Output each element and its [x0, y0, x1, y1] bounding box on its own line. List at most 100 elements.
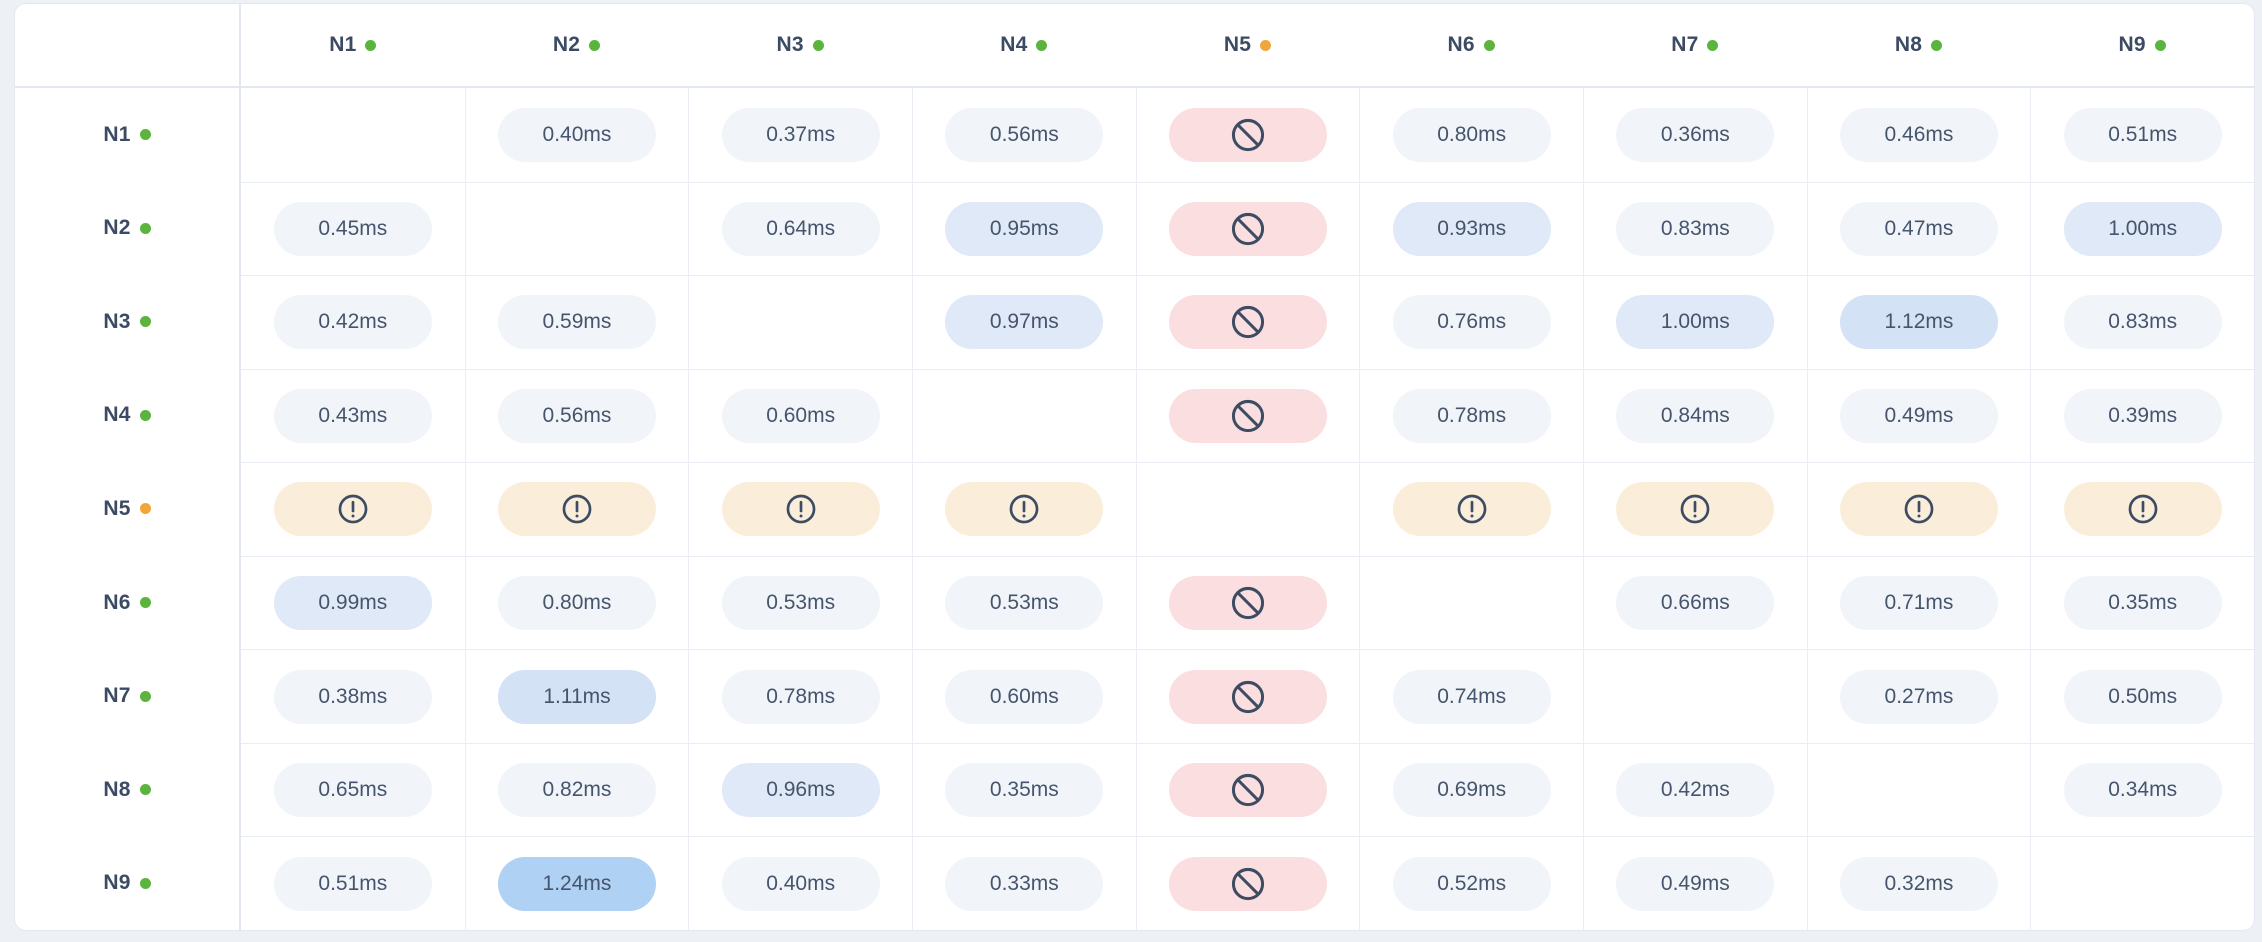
cell-n7-n4: 0.60ms — [912, 649, 1136, 743]
cell-n4-n5 — [1135, 368, 1360, 463]
latency-pill[interactable]: 1.00ms — [2063, 201, 2222, 256]
latency-pill[interactable]: 0.53ms — [945, 576, 1104, 631]
latency-pill[interactable]: 0.51ms — [2063, 107, 2222, 162]
warning-pill[interactable] — [721, 482, 880, 537]
latency-pill[interactable]: 0.37ms — [721, 107, 880, 162]
cell-n7-n5 — [1135, 649, 1360, 743]
latency-pill[interactable]: 0.97ms — [945, 295, 1104, 350]
cell-n9-n9 — [2030, 836, 2254, 930]
latency-pill[interactable]: 0.74ms — [1392, 669, 1551, 724]
blocked-pill[interactable] — [1168, 669, 1327, 724]
latency-pill[interactable]: 0.78ms — [1392, 388, 1551, 443]
latency-pill[interactable]: 0.32ms — [1839, 856, 1998, 911]
latency-pill[interactable]: 0.80ms — [497, 576, 656, 631]
column-header-label: N6 — [1447, 33, 1475, 56]
alert-circle-icon — [1009, 495, 1039, 524]
ban-icon — [1231, 867, 1265, 900]
latency-pill[interactable]: 1.11ms — [497, 669, 656, 724]
cell-n7-n7 — [1583, 649, 1807, 743]
warning-pill[interactable] — [273, 482, 432, 537]
latency-pill[interactable]: 0.34ms — [2063, 763, 2222, 818]
latency-pill[interactable]: 0.49ms — [1839, 388, 1998, 443]
warning-pill[interactable] — [1392, 482, 1551, 537]
latency-pill[interactable]: 0.47ms — [1839, 201, 1998, 256]
cell-n2-n1: 0.45ms — [241, 181, 465, 276]
cell-n2-n9: 1.00ms — [2030, 181, 2254, 276]
blocked-pill[interactable] — [1168, 576, 1327, 631]
latency-pill[interactable]: 0.52ms — [1392, 856, 1551, 911]
latency-pill[interactable]: 0.42ms — [273, 295, 432, 350]
latency-pill[interactable]: 1.12ms — [1839, 295, 1998, 350]
latency-pill[interactable]: 0.53ms — [721, 576, 880, 631]
status-dot-online — [139, 597, 151, 609]
blocked-pill[interactable] — [1168, 107, 1327, 162]
latency-pill[interactable]: 0.82ms — [497, 763, 656, 818]
latency-pill[interactable]: 0.42ms — [1616, 763, 1775, 818]
latency-pill[interactable]: 0.59ms — [497, 295, 656, 350]
latency-pill[interactable]: 0.69ms — [1392, 763, 1551, 818]
latency-pill[interactable]: 0.50ms — [2063, 669, 2222, 724]
column-header-n3: N3 — [688, 4, 912, 88]
column-header-label: N7 — [1671, 33, 1699, 56]
latency-pill[interactable]: 0.60ms — [721, 388, 880, 443]
latency-pill[interactable]: 0.49ms — [1616, 856, 1775, 911]
warning-pill[interactable] — [1616, 482, 1775, 537]
latency-pill[interactable]: 0.36ms — [1616, 107, 1775, 162]
latency-pill[interactable]: 0.64ms — [721, 201, 880, 256]
row-header-label: N2 — [103, 216, 131, 240]
latency-pill[interactable]: 0.83ms — [2063, 295, 2222, 350]
latency-pill[interactable]: 0.43ms — [273, 388, 432, 443]
latency-pill[interactable]: 0.46ms — [1839, 107, 1998, 162]
ban-icon — [1231, 586, 1265, 620]
warning-pill[interactable] — [945, 482, 1104, 537]
column-header-n7: N7 — [1583, 4, 1807, 88]
blocked-pill[interactable] — [1168, 295, 1327, 350]
warning-pill[interactable] — [1839, 482, 1998, 537]
latency-pill[interactable]: 0.76ms — [1392, 295, 1551, 350]
latency-pill[interactable]: 1.24ms — [497, 856, 656, 911]
latency-pill[interactable]: 0.45ms — [273, 201, 432, 256]
latency-pill[interactable]: 0.35ms — [2063, 576, 2222, 631]
status-dot-warning — [1260, 39, 1272, 51]
warning-pill[interactable] — [497, 482, 656, 537]
latency-pill[interactable]: 0.93ms — [1392, 201, 1551, 256]
latency-pill[interactable]: 0.51ms — [273, 856, 432, 911]
cell-n7-n8: 0.27ms — [1806, 649, 2031, 743]
latency-pill[interactable]: 0.95ms — [945, 201, 1104, 256]
latency-pill[interactable]: 0.99ms — [273, 576, 432, 631]
latency-pill[interactable]: 0.83ms — [1616, 201, 1775, 256]
cell-n2-n4: 0.95ms — [912, 181, 1136, 276]
latency-pill[interactable]: 0.66ms — [1616, 576, 1775, 631]
latency-pill[interactable]: 0.35ms — [945, 763, 1104, 818]
latency-pill[interactable]: 0.78ms — [721, 669, 880, 724]
latency-pill[interactable]: 0.60ms — [945, 669, 1104, 724]
warning-pill[interactable] — [2063, 482, 2222, 537]
row-header-n1: N1 — [15, 88, 241, 182]
column-header-n4: N4 — [912, 4, 1136, 88]
latency-pill[interactable]: 0.40ms — [721, 856, 880, 911]
latency-pill[interactable]: 0.56ms — [945, 107, 1104, 162]
cell-n2-n5 — [1135, 181, 1360, 276]
latency-pill[interactable]: 0.39ms — [2063, 388, 2222, 443]
latency-pill[interactable]: 0.80ms — [1392, 107, 1551, 162]
latency-pill[interactable]: 1.00ms — [1616, 295, 1775, 350]
blocked-pill[interactable] — [1168, 856, 1327, 911]
blocked-pill[interactable] — [1168, 763, 1327, 818]
latency-pill[interactable]: 0.71ms — [1839, 576, 1998, 631]
latency-pill[interactable]: 0.40ms — [497, 107, 656, 162]
latency-pill[interactable]: 0.27ms — [1839, 669, 1998, 724]
latency-pill[interactable]: 0.84ms — [1616, 388, 1775, 443]
blocked-pill[interactable] — [1168, 201, 1327, 256]
latency-pill[interactable]: 0.33ms — [945, 856, 1104, 911]
latency-pill[interactable]: 0.38ms — [273, 669, 432, 724]
row-header-label: N6 — [103, 590, 131, 614]
cell-n2-n3: 0.64ms — [688, 181, 912, 276]
blocked-pill[interactable] — [1168, 388, 1327, 443]
column-header-label: N5 — [1223, 33, 1252, 56]
cell-n5-n2 — [464, 462, 689, 556]
status-dot-warning — [139, 503, 151, 515]
latency-pill[interactable]: 0.96ms — [721, 763, 880, 818]
column-header-label: N9 — [2118, 33, 2146, 56]
latency-pill[interactable]: 0.65ms — [273, 763, 432, 818]
latency-pill[interactable]: 0.56ms — [497, 388, 656, 443]
